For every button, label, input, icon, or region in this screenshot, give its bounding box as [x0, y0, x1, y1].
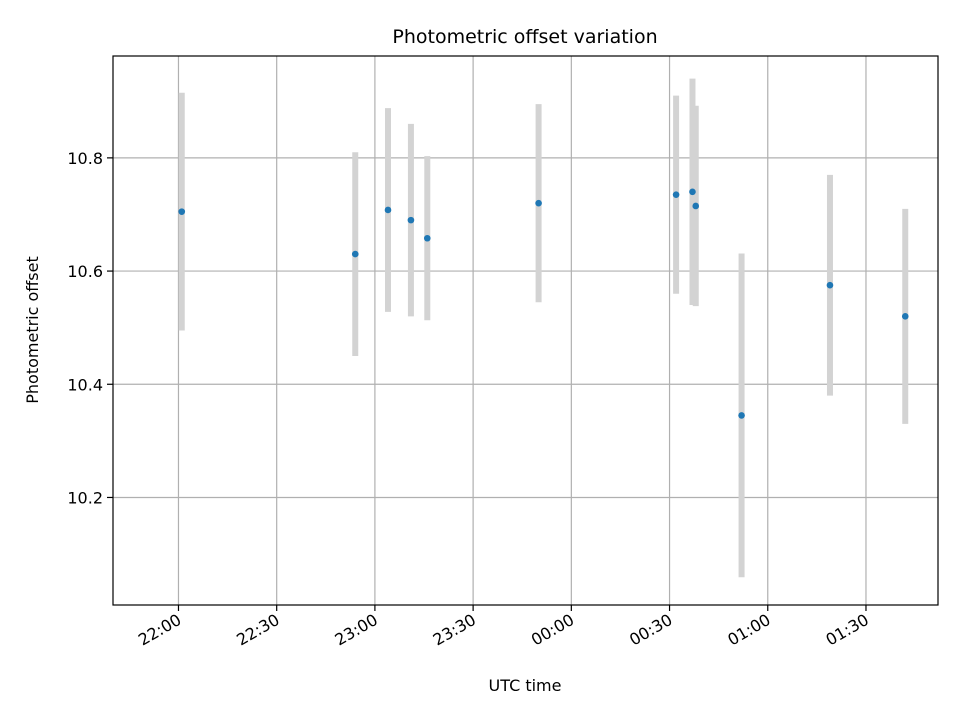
y-tick-label: 10.2	[67, 488, 103, 507]
data-point	[423, 234, 431, 242]
y-tick-label: 10.6	[67, 262, 103, 281]
plot-area-frame	[112, 55, 939, 606]
data-point	[384, 206, 392, 214]
data-point	[407, 216, 415, 224]
y-tick-label: 10.4	[67, 375, 103, 394]
data-point	[535, 199, 542, 207]
data-point	[178, 208, 186, 215]
data-points	[178, 188, 909, 419]
x-axis-label: UTC time	[489, 676, 562, 695]
data-point	[901, 313, 909, 320]
grid-lines	[113, 56, 938, 605]
y-tick-label: 10.8	[67, 149, 103, 168]
y-axis-label: Photometric offset	[23, 256, 42, 404]
chart-title: Photometric offset variation	[392, 26, 657, 48]
data-point	[692, 202, 700, 210]
y-axis-ticks: 10.2 10.4 10.6 10.8	[67, 149, 113, 507]
data-point	[826, 281, 834, 289]
data-point	[351, 250, 359, 258]
data-point	[672, 191, 680, 198]
data-point	[689, 188, 696, 196]
data-point	[738, 412, 745, 419]
